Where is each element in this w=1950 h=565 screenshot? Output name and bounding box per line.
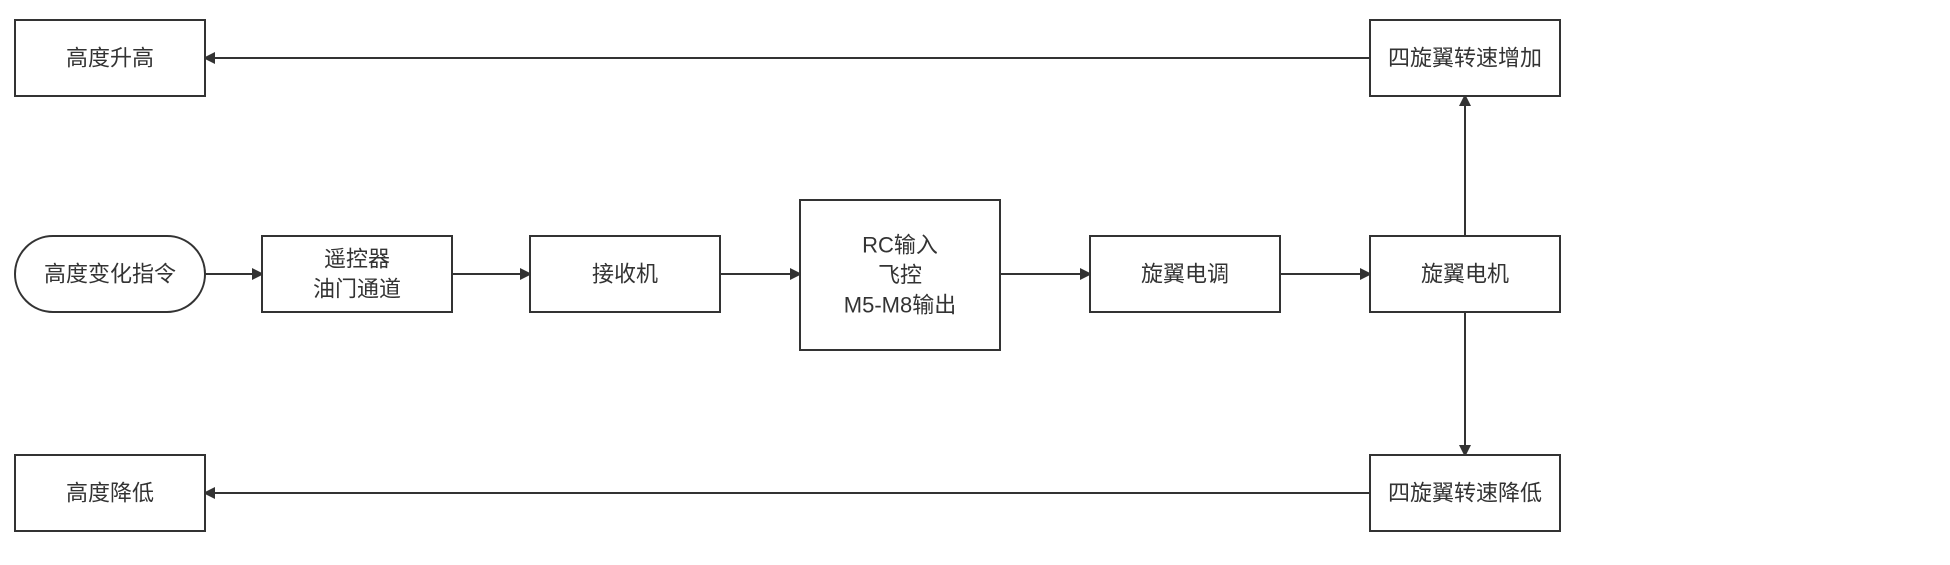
node-rpm-down: 四旋翼转速降低 (1370, 455, 1560, 531)
node-fc-label-1: 飞控 (878, 263, 922, 288)
node-rpm-up-label-0: 四旋翼转速增加 (1388, 46, 1542, 71)
node-fc: RC输入飞控 M5-M8输出 (800, 200, 1000, 350)
node-start: 高度变化指令 (15, 236, 205, 312)
node-fc-label-0: RC输入 (862, 233, 938, 258)
node-rpm-up: 四旋翼转速增加 (1370, 20, 1560, 96)
node-alt-up-label-0: 高度升高 (66, 46, 154, 71)
node-alt-up: 高度升高 (15, 20, 205, 96)
node-motor-label-0: 旋翼电机 (1421, 262, 1509, 287)
node-receiver: 接收机 (530, 236, 720, 312)
node-receiver-label-0: 接收机 (592, 262, 658, 287)
node-remote-label-0: 遥控器 (324, 247, 390, 272)
node-motor: 旋翼电机 (1370, 236, 1560, 312)
node-alt-down-label-0: 高度降低 (66, 481, 154, 506)
node-esc-label-0: 旋翼电调 (1141, 262, 1229, 287)
node-rpm-down-label-0: 四旋翼转速降低 (1388, 481, 1542, 506)
node-start-label-0: 高度变化指令 (44, 262, 176, 287)
node-alt-down: 高度降低 (15, 455, 205, 531)
node-fc-label-2: M5-M8输出 (844, 293, 956, 318)
node-esc: 旋翼电调 (1090, 236, 1280, 312)
node-remote: 遥控器油门通道 (262, 236, 452, 312)
node-remote-label-1: 油门通道 (313, 277, 401, 302)
flowchart-canvas: 高度变化指令遥控器油门通道接收机RC输入飞控M5-M8输出旋翼电调旋翼电机四旋翼… (0, 0, 1950, 565)
